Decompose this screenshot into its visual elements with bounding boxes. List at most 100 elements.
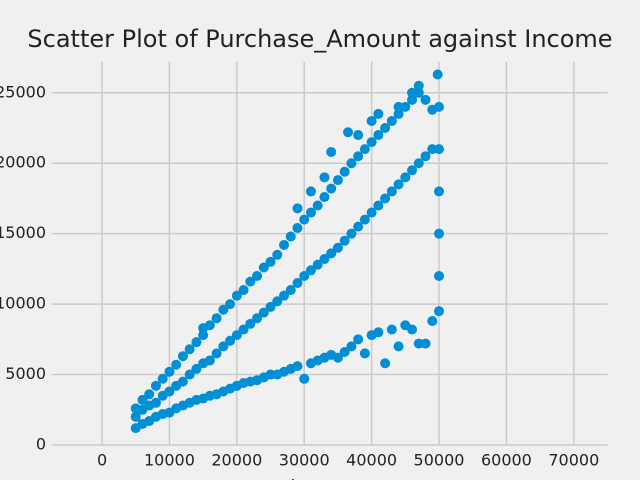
- point: [386, 115, 397, 126]
- point: [346, 341, 357, 352]
- point: [258, 262, 269, 273]
- point: [292, 223, 303, 234]
- point: [343, 127, 354, 138]
- point: [434, 228, 445, 239]
- point: [326, 248, 337, 259]
- point: [359, 214, 370, 225]
- point: [346, 228, 357, 239]
- point: [353, 130, 364, 141]
- point: [312, 200, 323, 211]
- point: [272, 249, 283, 260]
- point: [265, 301, 276, 312]
- point: [245, 276, 256, 287]
- y-tick-label: 20000: [0, 153, 46, 172]
- point: [420, 151, 431, 162]
- x-tick-label: 10000: [144, 451, 195, 470]
- x-axis-label: Income: [291, 476, 350, 480]
- point: [373, 200, 384, 211]
- point: [353, 334, 364, 345]
- point: [359, 348, 370, 359]
- point: [413, 87, 424, 98]
- point: [420, 94, 431, 105]
- y-tick-label: 15000: [0, 223, 46, 242]
- point: [413, 80, 424, 91]
- point: [434, 270, 445, 281]
- point: [299, 270, 310, 281]
- point: [204, 320, 215, 331]
- point: [191, 363, 202, 374]
- point: [238, 324, 249, 335]
- x-tick-label: 70000: [548, 451, 599, 470]
- point: [432, 69, 443, 80]
- point: [407, 324, 418, 335]
- grid: [51, 61, 608, 446]
- point: [359, 144, 370, 155]
- point: [386, 186, 397, 197]
- point: [407, 94, 418, 105]
- point: [184, 369, 195, 380]
- point: [272, 296, 283, 307]
- point: [366, 137, 377, 148]
- y-tick-label: 25000: [0, 82, 46, 101]
- point: [386, 324, 397, 335]
- x-tick-label: 60000: [481, 451, 532, 470]
- point: [319, 192, 330, 203]
- point: [420, 338, 431, 349]
- point: [373, 108, 384, 119]
- point: [157, 373, 168, 384]
- x-tick-label: 0: [97, 451, 107, 470]
- point: [285, 285, 296, 296]
- point: [373, 327, 384, 338]
- point: [177, 376, 188, 387]
- point: [393, 108, 404, 119]
- point: [211, 313, 222, 324]
- x-tick-label: 20000: [211, 451, 262, 470]
- point: [265, 256, 276, 267]
- point: [319, 254, 330, 265]
- point: [400, 172, 411, 183]
- point: [319, 172, 330, 183]
- point: [299, 214, 310, 225]
- point: [380, 193, 391, 204]
- point: [407, 165, 418, 176]
- point: [279, 290, 290, 301]
- point: [225, 299, 236, 310]
- point: [238, 285, 249, 296]
- point: [339, 166, 350, 177]
- point: [292, 361, 303, 372]
- y-tick-label: 5000: [5, 364, 46, 383]
- point: [373, 130, 384, 141]
- point: [434, 101, 445, 112]
- point: [231, 330, 242, 341]
- point: [353, 151, 364, 162]
- point: [292, 277, 303, 288]
- point: [198, 330, 209, 341]
- point: [393, 341, 404, 352]
- point: [191, 337, 202, 348]
- point: [225, 335, 236, 346]
- x-tick-label: 30000: [279, 451, 330, 470]
- point: [380, 358, 391, 369]
- points: [130, 69, 445, 434]
- point: [218, 341, 229, 352]
- point: [177, 351, 188, 362]
- point: [252, 270, 263, 281]
- point: [150, 397, 161, 408]
- point: [346, 158, 357, 169]
- point: [150, 380, 161, 391]
- point: [366, 115, 377, 126]
- point: [218, 304, 229, 315]
- point: [339, 347, 350, 358]
- point: [164, 386, 175, 397]
- point: [137, 394, 148, 405]
- point: [400, 101, 411, 112]
- point: [434, 306, 445, 317]
- point: [326, 183, 337, 194]
- point: [326, 146, 337, 157]
- point: [204, 355, 215, 366]
- point: [434, 186, 445, 197]
- point: [299, 373, 310, 384]
